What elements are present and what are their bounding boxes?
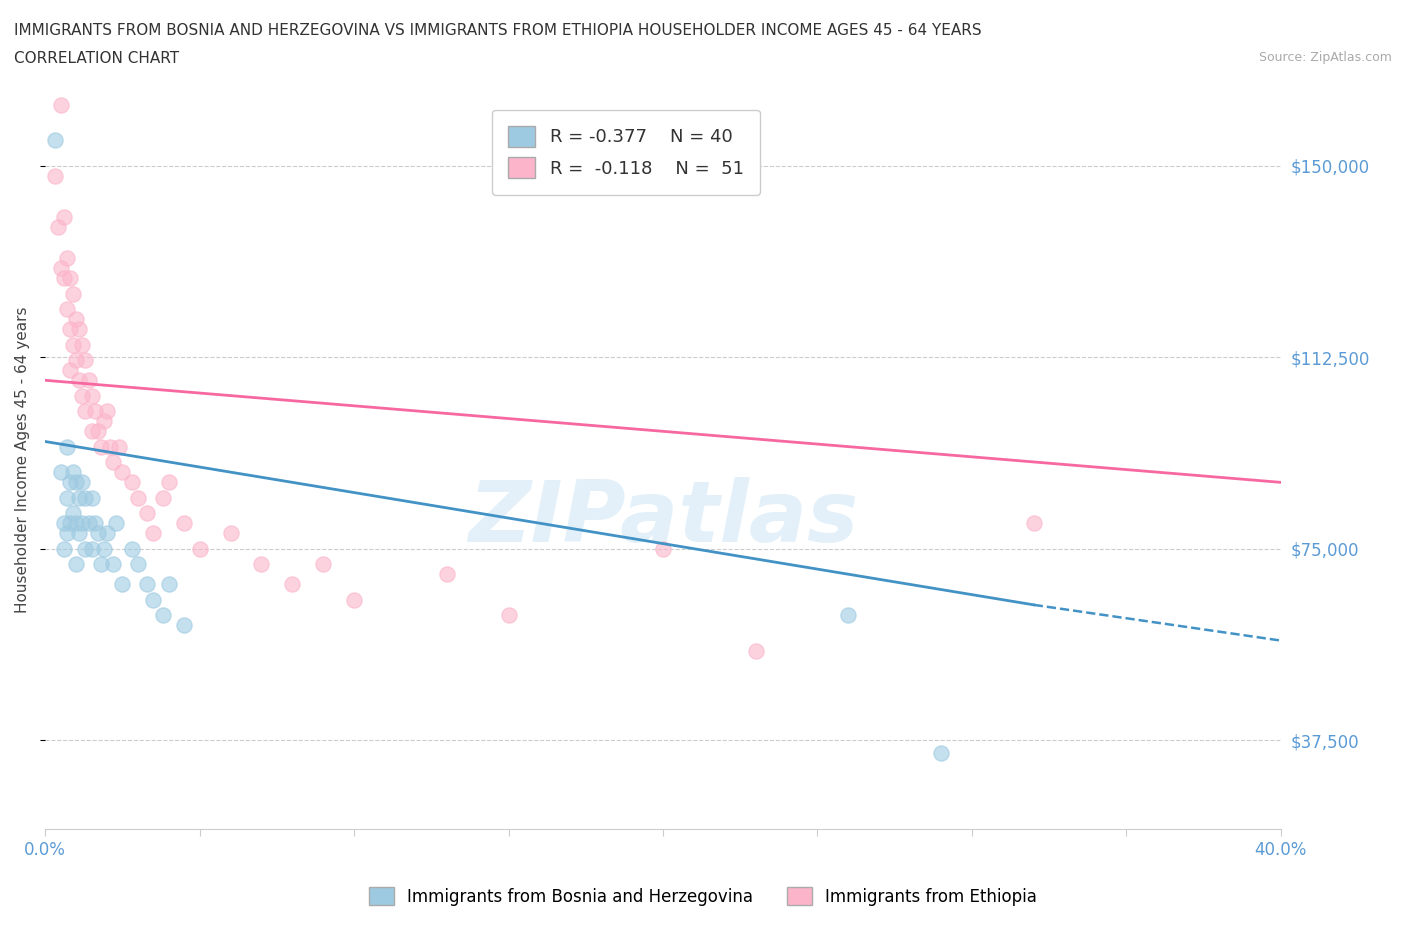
Point <box>142 592 165 607</box>
Point <box>67 322 90 337</box>
Point <box>44 133 66 148</box>
Point <box>80 541 103 556</box>
Point <box>49 465 72 480</box>
Point <box>59 271 82 286</box>
Point <box>49 260 72 275</box>
Text: Source: ZipAtlas.com: Source: ZipAtlas.com <box>1258 51 1392 64</box>
Point <box>96 526 118 541</box>
Point <box>59 475 82 490</box>
Legend: R = -0.377    N = 40, R =  -0.118    N =  51: R = -0.377 N = 40, R = -0.118 N = 51 <box>492 110 761 194</box>
Point <box>62 338 84 352</box>
Point <box>142 526 165 541</box>
Point <box>498 607 520 622</box>
Point <box>127 490 149 505</box>
Point <box>72 475 94 490</box>
Point <box>312 556 335 571</box>
Point <box>250 556 273 571</box>
Point <box>44 168 66 183</box>
Point <box>90 556 112 571</box>
Point <box>62 506 84 521</box>
Point <box>62 465 84 480</box>
Text: ZIPatlas: ZIPatlas <box>468 477 858 560</box>
Point <box>87 424 110 439</box>
Point <box>65 475 87 490</box>
Point <box>65 556 87 571</box>
Point <box>281 577 304 591</box>
Point <box>72 388 94 403</box>
Point <box>52 541 75 556</box>
Point <box>52 209 75 224</box>
Point <box>52 271 75 286</box>
Point <box>56 301 79 316</box>
Point <box>96 404 118 418</box>
Point <box>83 404 105 418</box>
Point <box>62 286 84 301</box>
Point <box>108 439 131 454</box>
Point <box>929 746 952 761</box>
Point <box>72 516 94 531</box>
Point <box>127 556 149 571</box>
Point <box>188 541 211 556</box>
Point <box>65 516 87 531</box>
Point <box>75 490 97 505</box>
Point <box>93 414 115 429</box>
Point <box>173 516 195 531</box>
Point <box>652 541 675 556</box>
Point <box>436 566 458 581</box>
Point <box>105 516 128 531</box>
Point <box>90 439 112 454</box>
Point <box>80 424 103 439</box>
Point <box>56 526 79 541</box>
Point <box>83 516 105 531</box>
Point <box>65 352 87 367</box>
Point <box>67 526 90 541</box>
Point <box>67 490 90 505</box>
Point <box>56 490 79 505</box>
Point <box>157 475 180 490</box>
Point <box>121 541 143 556</box>
Point <box>152 490 174 505</box>
Point <box>80 490 103 505</box>
Point <box>46 219 69 234</box>
Point <box>75 352 97 367</box>
Point <box>56 250 79 265</box>
Point <box>98 439 121 454</box>
Point <box>343 592 366 607</box>
Point <box>744 644 766 658</box>
Point <box>56 439 79 454</box>
Point <box>136 506 159 521</box>
Point <box>121 475 143 490</box>
Point <box>80 388 103 403</box>
Point <box>52 516 75 531</box>
Point <box>219 526 242 541</box>
Point <box>65 312 87 326</box>
Point <box>87 526 110 541</box>
Point <box>49 98 72 113</box>
Point <box>152 607 174 622</box>
Y-axis label: Householder Income Ages 45 - 64 years: Householder Income Ages 45 - 64 years <box>15 306 30 613</box>
Text: IMMIGRANTS FROM BOSNIA AND HERZEGOVINA VS IMMIGRANTS FROM ETHIOPIA HOUSEHOLDER I: IMMIGRANTS FROM BOSNIA AND HERZEGOVINA V… <box>14 23 981 38</box>
Point <box>75 541 97 556</box>
Point <box>72 338 94 352</box>
Point <box>103 556 125 571</box>
Point <box>837 607 859 622</box>
Point <box>136 577 159 591</box>
Point <box>67 373 90 388</box>
Point <box>77 516 100 531</box>
Text: CORRELATION CHART: CORRELATION CHART <box>14 51 179 66</box>
Point <box>77 373 100 388</box>
Point <box>111 465 134 480</box>
Point <box>111 577 134 591</box>
Legend: Immigrants from Bosnia and Herzegovina, Immigrants from Ethiopia: Immigrants from Bosnia and Herzegovina, … <box>363 881 1043 912</box>
Point <box>173 618 195 632</box>
Point <box>59 322 82 337</box>
Point <box>75 404 97 418</box>
Point <box>157 577 180 591</box>
Point <box>93 541 115 556</box>
Point <box>59 516 82 531</box>
Point <box>1022 516 1045 531</box>
Point <box>103 455 125 470</box>
Point <box>59 363 82 378</box>
